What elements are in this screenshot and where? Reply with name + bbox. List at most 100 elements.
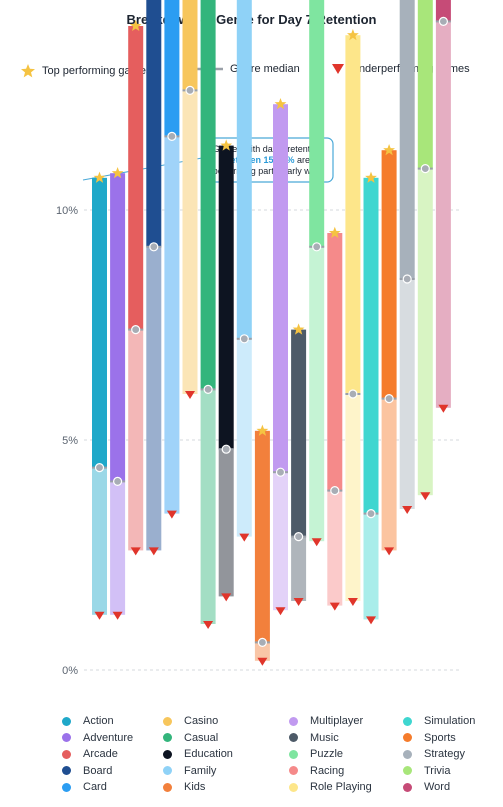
bar-lower-casual (200, 389, 216, 624)
legend-item-trivia: Trivia (403, 763, 450, 779)
bottom-triangle-marker (275, 607, 286, 616)
y-tick-label: 0% (62, 665, 78, 677)
legend-swatch (403, 733, 412, 742)
median-marker (366, 508, 376, 519)
legend-label: Casino (184, 715, 219, 727)
bar-lower-music (291, 536, 307, 601)
legend-item-board: Board (62, 763, 112, 779)
legend-swatch (62, 733, 71, 742)
legend-label: Puzzle (310, 748, 344, 760)
bar-upper-sports (381, 150, 397, 399)
bar-upper-casual (200, 0, 216, 390)
legend-swatch (163, 782, 172, 792)
top-star-marker (383, 144, 395, 156)
top-star-marker (347, 29, 359, 41)
bar-lower-kids (254, 642, 270, 661)
legend-item-adventure: Adventure (62, 730, 133, 746)
bottom-triangle-marker (366, 616, 376, 625)
range-chart: 0%5%10%15%20%Games with day 7 retentionb… (56, 0, 462, 677)
legend-label: Word (424, 781, 451, 793)
bar-lower-simulation (363, 513, 379, 620)
median-marker (131, 325, 141, 335)
legend-swatch (289, 749, 298, 759)
legend-label: Strategy (424, 748, 465, 760)
median-marker (112, 476, 123, 486)
bar-upper-role-playing (345, 35, 361, 394)
legend-item-music: Music (289, 730, 339, 746)
top-star-marker (328, 226, 341, 239)
legend-item-action: Action (62, 713, 114, 729)
bottom-triangle-marker (402, 506, 413, 514)
y-tick-label: 10% (56, 205, 78, 217)
bar-lower-adventure (110, 481, 126, 615)
legend-swatch (289, 766, 298, 775)
legend-item-racing: Racing (289, 763, 344, 779)
legend-swatch (403, 782, 412, 792)
legend-label: Board (83, 764, 113, 777)
bar-upper-simulation (363, 177, 379, 514)
legend-item-role-playing: Role Playing (289, 779, 372, 795)
median-marker (438, 16, 448, 26)
legend-item-kids: Kids (163, 779, 205, 795)
legend-swatch (403, 716, 412, 726)
legend-top-item-top: Top performing games (20, 63, 151, 79)
bar-upper-music (291, 329, 307, 537)
annotation-text: Games with day 7 retention (213, 144, 323, 154)
legend-label: Casual (184, 731, 219, 744)
star-icon (21, 64, 35, 78)
bar-upper-puzzle (309, 0, 325, 247)
median-marker (167, 131, 177, 141)
median-marker (402, 274, 412, 284)
legend-label: Kids (184, 781, 206, 793)
annotation-text: between 15-25% are (225, 155, 310, 165)
bar-lower-role-playing (345, 394, 361, 601)
median-marker (348, 389, 358, 399)
legend-swatch (62, 716, 71, 726)
bar-lower-board (146, 246, 162, 551)
legend-label: Action (83, 715, 114, 727)
bar-upper-word (435, 0, 451, 22)
top-star-marker (256, 424, 269, 436)
bar-upper-arcade (128, 26, 144, 330)
legend-item-arcade: Arcade (62, 746, 118, 762)
legend-top-label: Top performing games (42, 65, 152, 77)
top-star-marker (365, 171, 377, 183)
annotation-text: performing particularly well. (213, 166, 323, 176)
bar-upper-family (236, 0, 252, 339)
legend-item-word: Word (403, 779, 450, 795)
legend-swatch (163, 733, 172, 742)
bar-lower-family (236, 338, 252, 537)
median-marker (294, 531, 304, 542)
bar-upper-education (218, 145, 234, 450)
bar-upper-kids (254, 430, 270, 643)
bar-upper-adventure (110, 173, 126, 482)
median-marker (312, 242, 322, 252)
legend-swatch (289, 733, 298, 742)
legend-swatch (289, 716, 298, 726)
legend-label: Multiplayer (310, 715, 364, 727)
top-star-marker (292, 323, 305, 335)
bottom-triangle-marker (384, 547, 395, 556)
bottom-triangle-marker (329, 602, 340, 611)
bar-lower-action (92, 467, 107, 615)
legend-label: Music (310, 731, 339, 744)
legend-swatch (289, 782, 298, 792)
median-marker (257, 637, 267, 648)
bar-lower-sports (381, 398, 397, 551)
median-marker (239, 334, 249, 344)
legend-label: Family (184, 764, 217, 777)
legend-item-casual: Casual (163, 730, 218, 746)
bottom-triangle-marker (203, 621, 214, 629)
top-star-marker (111, 167, 124, 179)
bar-lower-casino (182, 90, 198, 395)
median-marker (420, 164, 430, 174)
bar-upper-strategy (399, 0, 415, 279)
bar-lower-word (435, 21, 451, 408)
bar-lower-racing (327, 490, 343, 606)
bottom-triangle-marker (311, 538, 322, 547)
legend-label: Arcade (83, 748, 118, 760)
legend-item-strategy: Strategy (403, 746, 465, 762)
median-marker (149, 242, 159, 252)
bottom-triangle-marker (257, 657, 268, 666)
bar-upper-action (92, 177, 107, 468)
